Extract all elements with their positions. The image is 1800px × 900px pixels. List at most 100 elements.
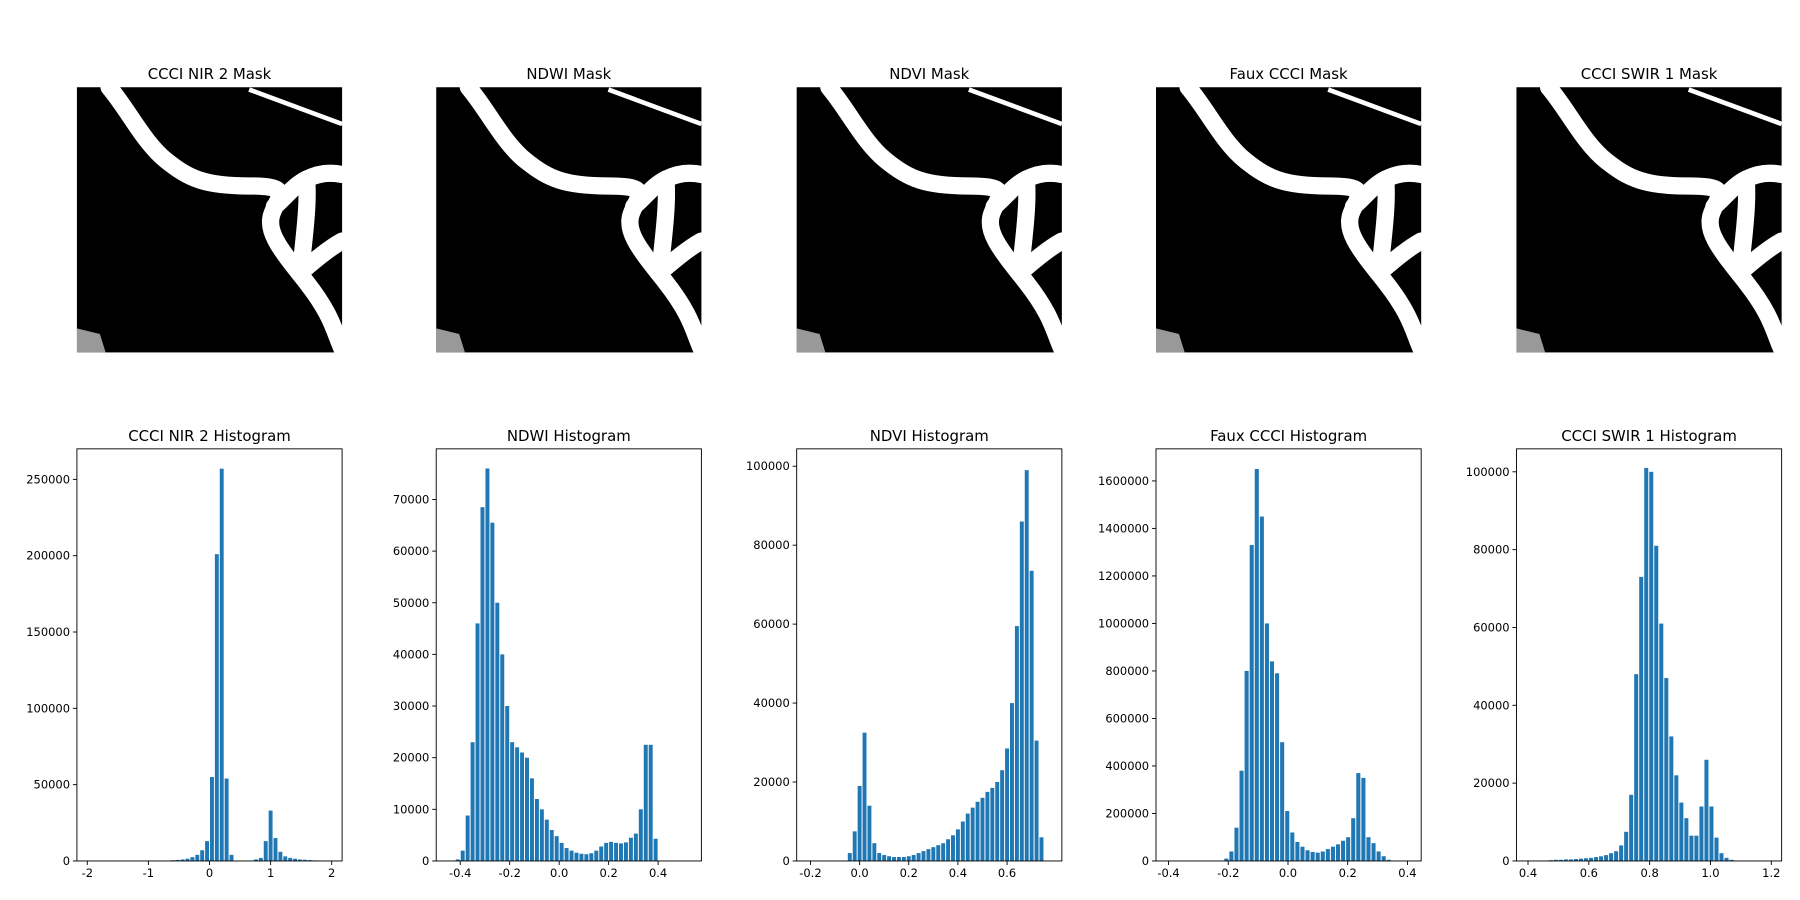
x-tick-label: 1.2 — [1762, 866, 1780, 880]
histogram-bar — [470, 742, 475, 861]
histogram-bar — [1704, 759, 1709, 861]
x-tick-label: 0.6 — [1580, 866, 1598, 880]
mask-image — [796, 78, 1071, 358]
histogram-bar — [951, 835, 955, 861]
histogram-bar — [554, 836, 559, 861]
histogram-bar — [1629, 794, 1634, 861]
histogram-bar — [887, 856, 892, 861]
histogram-bar — [1664, 678, 1669, 861]
y-tick-label: 20000 — [1473, 776, 1509, 790]
image-title: Faux CCCI Mask — [1230, 65, 1348, 83]
y-tick-label: 0 — [782, 854, 789, 868]
histogram-bar — [569, 850, 574, 861]
mask-image — [436, 78, 711, 358]
y-tick-label: 30000 — [393, 699, 429, 713]
image-title: NDWI Mask — [526, 65, 611, 83]
x-tick-label: -1 — [143, 866, 154, 880]
y-tick-label: 80000 — [753, 538, 789, 552]
histogram-bar — [1290, 832, 1295, 861]
histogram-bar — [852, 831, 857, 861]
histogram-bar — [500, 654, 505, 861]
y-tick-label: 600000 — [1105, 711, 1149, 725]
x-tick-label: 0.0 — [850, 866, 868, 880]
histogram-bar — [209, 777, 214, 861]
histogram-bar — [1699, 806, 1704, 861]
histogram-bar — [1604, 855, 1609, 861]
y-tick-label: 20000 — [753, 775, 789, 789]
x-tick-label: 2 — [328, 866, 335, 880]
histogram-bar — [1381, 856, 1386, 861]
histogram-bar — [623, 842, 628, 861]
histogram-bar — [867, 805, 872, 861]
axes-frame — [796, 448, 1063, 862]
histogram-bar — [995, 782, 1000, 861]
histogram-bar — [1264, 623, 1269, 861]
x-tick-label: -0.4 — [1157, 866, 1179, 880]
histogram-bar — [1234, 827, 1239, 861]
histogram-bar — [1275, 673, 1280, 861]
histogram-bar — [510, 742, 515, 861]
river — [1372, 170, 1395, 269]
histogram-bar — [1563, 859, 1568, 861]
histogram-bar — [278, 851, 283, 861]
histogram-bar — [1295, 841, 1300, 861]
y-tick-label: 80000 — [1473, 543, 1509, 557]
x-tick-label: 0.4 — [1398, 866, 1416, 880]
x-tick-label: 0.6 — [998, 866, 1016, 880]
histogram-bar — [1624, 831, 1629, 861]
histogram-bar — [1330, 846, 1335, 861]
histogram-bar — [628, 837, 633, 861]
x-tick-label: -2 — [82, 866, 93, 880]
histogram-bar — [975, 801, 980, 861]
histogram-bar — [1614, 851, 1619, 861]
river — [1013, 170, 1036, 269]
histogram-bar — [1724, 857, 1729, 861]
histogram-bar — [936, 845, 941, 861]
histogram-bar — [1594, 857, 1599, 861]
image-title: CCCI SWIR 1 Mask — [1581, 65, 1718, 83]
y-tick-label: 50000 — [393, 596, 429, 610]
y-tick-label: 1600000 — [1098, 474, 1149, 488]
axes-frame — [1155, 448, 1422, 862]
histogram-bar — [1376, 851, 1381, 861]
y-tick-label: 1000000 — [1098, 616, 1149, 630]
histogram-bar — [1269, 661, 1275, 861]
y-tick-label: 60000 — [753, 617, 789, 631]
river-streak — [1687, 87, 1783, 127]
histogram-bar — [609, 841, 614, 861]
river — [1010, 232, 1071, 282]
histogram-bar — [288, 857, 293, 861]
histogram-bar — [877, 853, 882, 861]
y-tick-label: 50000 — [34, 778, 70, 792]
histogram-bar — [529, 778, 534, 861]
histogram-bar — [1305, 850, 1310, 861]
histogram-bar — [1325, 849, 1330, 861]
histogram-bar — [1599, 856, 1604, 861]
histogram-bar — [475, 623, 480, 861]
histogram-bar — [465, 815, 470, 861]
river-streak — [607, 87, 703, 127]
histogram-bar — [911, 855, 916, 861]
histogram-bar — [965, 813, 970, 861]
x-tick-label: 0.0 — [1279, 866, 1297, 880]
histogram-bar — [980, 797, 985, 861]
histogram-bar — [960, 821, 965, 861]
histogram-bar — [1689, 835, 1694, 861]
histogram-bar — [643, 744, 648, 861]
histogram-bar — [229, 854, 234, 861]
y-tick-label: 40000 — [753, 696, 789, 710]
histogram-bar — [1000, 770, 1005, 861]
histogram-bar — [1729, 859, 1734, 861]
mask-image — [76, 78, 351, 358]
histogram-bar — [549, 829, 554, 861]
x-tick-label: 1 — [267, 866, 274, 880]
histogram-bar — [253, 859, 258, 861]
histogram-bar — [1568, 859, 1573, 861]
histogram-bar — [1654, 545, 1659, 861]
histogram-bar — [1351, 818, 1356, 861]
histogram-bar — [283, 856, 288, 861]
histogram-bar — [653, 838, 658, 861]
river-streak — [1327, 87, 1422, 127]
histogram-bar — [185, 858, 190, 861]
histogram-bar — [205, 841, 210, 861]
